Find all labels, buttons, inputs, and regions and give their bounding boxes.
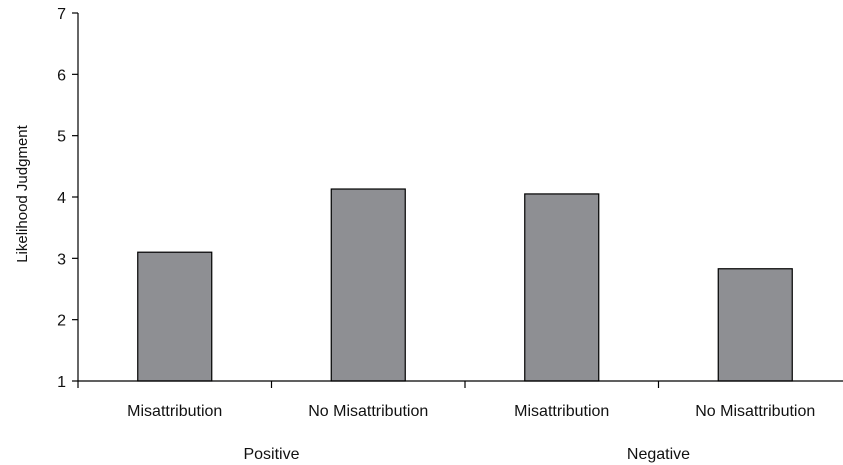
y-axis-title: Likelihood Judgment — [14, 124, 31, 262]
y-tick-label: 7 — [57, 6, 66, 23]
y-tick-label: 1 — [57, 374, 66, 391]
x-category-label: Misattribution — [127, 403, 222, 420]
bars-layer — [137, 188, 793, 382]
x-category-label: No Misattribution — [308, 403, 428, 420]
y-tick-label: 5 — [57, 129, 66, 146]
x-group-label: Positive — [243, 446, 299, 463]
y-tick-label: 3 — [57, 251, 66, 268]
bar — [717, 268, 793, 382]
bar — [330, 188, 406, 382]
y-tick-label: 2 — [57, 313, 66, 330]
x-group-label: Negative — [627, 446, 690, 463]
x-category-label: No Misattribution — [695, 403, 815, 420]
bar — [137, 251, 213, 382]
y-tick-label: 6 — [57, 67, 66, 84]
x-category-label: Misattribution — [514, 403, 609, 420]
y-tick-label: 4 — [57, 190, 66, 207]
bar — [524, 193, 600, 382]
axes-layer — [72, 12, 843, 388]
labels-layer: 1 2 3 4 5 6 7 Misattribution No Misattribution Mi… — [57, 6, 815, 463]
